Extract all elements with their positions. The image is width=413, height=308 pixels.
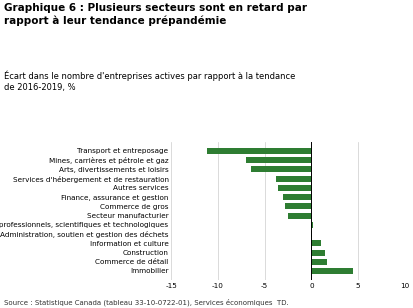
Text: Écart dans le nombre d'entreprises actives par rapport à la tendance
de 2016-201: Écart dans le nombre d'entreprises activ… bbox=[4, 71, 296, 92]
Bar bbox=[251, 166, 311, 172]
Bar bbox=[311, 259, 327, 265]
Text: Source : Statistique Canada (tableau 33-10-0722-01), Services économiques  TD.: Source : Statistique Canada (tableau 33-… bbox=[4, 299, 289, 306]
Bar bbox=[311, 231, 312, 237]
Bar bbox=[276, 176, 311, 182]
Bar bbox=[288, 213, 311, 219]
Bar bbox=[285, 203, 311, 209]
Bar bbox=[246, 157, 311, 163]
Bar bbox=[311, 222, 313, 228]
Text: Graphique 6 : Plusieurs secteurs sont en retard par
rapport à leur tendance prép: Graphique 6 : Plusieurs secteurs sont en… bbox=[4, 3, 307, 26]
Bar bbox=[311, 240, 321, 246]
Bar bbox=[278, 185, 311, 191]
Bar bbox=[207, 148, 311, 154]
Bar bbox=[283, 194, 311, 200]
Bar bbox=[311, 268, 354, 274]
Bar bbox=[311, 249, 325, 256]
